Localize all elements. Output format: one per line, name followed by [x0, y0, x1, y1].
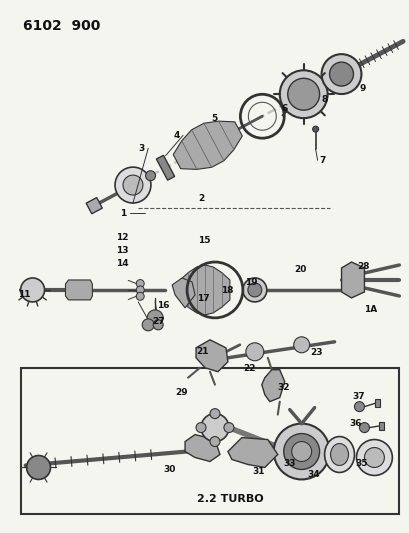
Circle shape	[123, 175, 143, 195]
Polygon shape	[65, 280, 92, 300]
Circle shape	[196, 423, 205, 433]
Circle shape	[223, 423, 233, 433]
Circle shape	[354, 402, 364, 411]
Polygon shape	[378, 422, 384, 430]
Text: 11: 11	[18, 290, 31, 300]
Circle shape	[273, 424, 329, 480]
Text: 12: 12	[115, 232, 128, 241]
Text: 9: 9	[359, 84, 365, 93]
Circle shape	[312, 126, 318, 132]
Circle shape	[209, 409, 219, 418]
Text: 29: 29	[175, 388, 187, 397]
Circle shape	[329, 62, 353, 86]
Polygon shape	[156, 155, 174, 180]
Circle shape	[142, 319, 154, 331]
Text: 34: 34	[307, 470, 319, 479]
Circle shape	[364, 448, 384, 467]
Text: 31: 31	[252, 467, 265, 476]
Text: 21: 21	[196, 348, 208, 356]
Circle shape	[115, 167, 151, 203]
Text: 18: 18	[220, 286, 233, 295]
Text: 20: 20	[294, 265, 306, 274]
Polygon shape	[184, 434, 219, 462]
Text: 7: 7	[319, 156, 325, 165]
Text: 36: 36	[348, 419, 361, 428]
Text: 4: 4	[173, 131, 180, 140]
Polygon shape	[196, 340, 227, 372]
Text: 37: 37	[352, 392, 364, 401]
Bar	[20, 368, 398, 514]
Text: 2.2 TURBO: 2.2 TURBO	[196, 495, 263, 504]
Text: 22: 22	[242, 364, 255, 373]
Polygon shape	[86, 198, 102, 214]
Ellipse shape	[330, 443, 348, 465]
Text: 2: 2	[198, 194, 204, 203]
Circle shape	[200, 414, 228, 441]
Text: 27: 27	[152, 317, 164, 326]
Circle shape	[321, 54, 361, 94]
Circle shape	[283, 433, 319, 470]
Text: 16: 16	[157, 301, 169, 310]
Circle shape	[145, 171, 155, 181]
Polygon shape	[375, 399, 380, 407]
Circle shape	[293, 337, 309, 353]
Text: 6: 6	[281, 104, 287, 113]
Text: 1: 1	[120, 208, 126, 217]
Circle shape	[136, 280, 144, 287]
Circle shape	[136, 292, 144, 300]
Circle shape	[20, 278, 45, 302]
Text: 5: 5	[211, 114, 218, 123]
Polygon shape	[341, 262, 364, 298]
Text: 15: 15	[198, 236, 210, 245]
Circle shape	[245, 343, 263, 361]
Text: 23: 23	[310, 348, 322, 357]
Text: 19: 19	[244, 278, 257, 287]
Circle shape	[136, 286, 144, 294]
Text: 17: 17	[197, 294, 209, 303]
Circle shape	[279, 70, 327, 118]
Circle shape	[147, 310, 163, 326]
Circle shape	[27, 456, 50, 480]
Circle shape	[291, 441, 311, 462]
Text: 14: 14	[115, 259, 128, 268]
Polygon shape	[261, 370, 284, 402]
Text: 8: 8	[321, 95, 327, 104]
Circle shape	[242, 278, 266, 302]
Circle shape	[355, 440, 391, 475]
Text: 35: 35	[355, 459, 367, 468]
Circle shape	[359, 423, 369, 433]
Text: 32: 32	[277, 383, 290, 392]
Text: 30: 30	[163, 465, 175, 474]
Polygon shape	[173, 121, 242, 169]
Circle shape	[287, 78, 319, 110]
Circle shape	[209, 437, 219, 447]
Text: 3: 3	[137, 144, 144, 153]
Ellipse shape	[324, 437, 354, 472]
Circle shape	[153, 320, 163, 330]
Text: 6102  900: 6102 900	[22, 19, 100, 33]
Circle shape	[247, 283, 261, 297]
Text: 28: 28	[357, 262, 369, 271]
Text: 1A: 1A	[364, 305, 377, 314]
Text: 33: 33	[283, 459, 296, 468]
Text: 13: 13	[115, 246, 128, 255]
Polygon shape	[227, 438, 277, 467]
Polygon shape	[172, 278, 195, 308]
Polygon shape	[180, 265, 229, 315]
